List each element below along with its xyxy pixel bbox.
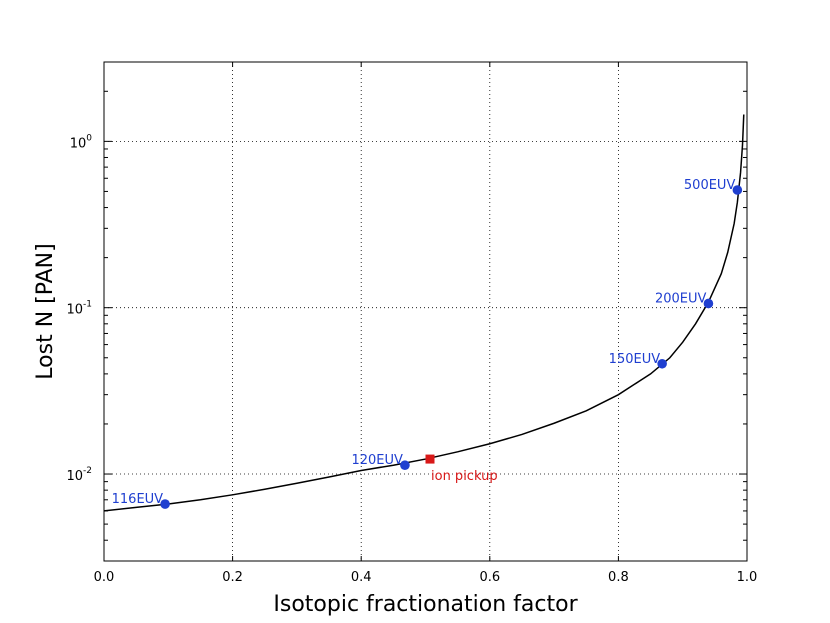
x-tick-label: 0.6 — [479, 570, 500, 585]
data-point-label: 116EUV — [112, 492, 164, 507]
y-tick-label: 10-1 — [66, 300, 92, 318]
data-point-marker — [400, 460, 410, 470]
x-tick-label: 0.8 — [608, 570, 629, 585]
data-point-label: 150EUV — [609, 352, 661, 367]
curve-layer — [103, 114, 745, 512]
data-point-label: 120EUV — [351, 453, 403, 468]
series-line — [103, 114, 745, 512]
y-tick-label-base: 10 — [66, 469, 83, 484]
data-point-marker — [703, 298, 714, 309]
x-tick-label: 1.0 — [737, 570, 758, 585]
x-axis-label: Isotopic fractionation factor — [273, 592, 578, 617]
y-axis-label: Lost N [PAN] — [33, 243, 58, 379]
data-point-label: 500EUV — [684, 178, 736, 193]
data-point-marker — [657, 358, 667, 369]
y-tick-label-exponent: -2 — [83, 466, 92, 476]
x-tick-label: 0.4 — [351, 570, 372, 585]
data-point-marker — [425, 454, 435, 464]
y-tick-label: 10-2 — [66, 466, 92, 484]
data-point-marker — [732, 185, 743, 195]
x-tick-label: 0.0 — [94, 570, 115, 585]
grid-layer — [104, 62, 747, 561]
x-tick-label: 0.2 — [222, 570, 243, 585]
y-tick-label-exponent: 0 — [86, 133, 92, 143]
data-point-label: ion pickup — [431, 469, 498, 484]
data-point-label: 200EUV — [655, 291, 707, 306]
y-tick-label-exponent: -1 — [83, 300, 92, 310]
y-tick-label: 100 — [70, 133, 93, 151]
point-layer: 116EUV 120EUV 150EUV 200EUV 500EUV ion pickup — [112, 178, 743, 509]
plot-frame — [103, 61, 748, 562]
y-tick-label-base: 10 — [70, 136, 87, 151]
data-point-marker — [160, 499, 170, 509]
y-tick-label-base: 10 — [66, 303, 83, 318]
